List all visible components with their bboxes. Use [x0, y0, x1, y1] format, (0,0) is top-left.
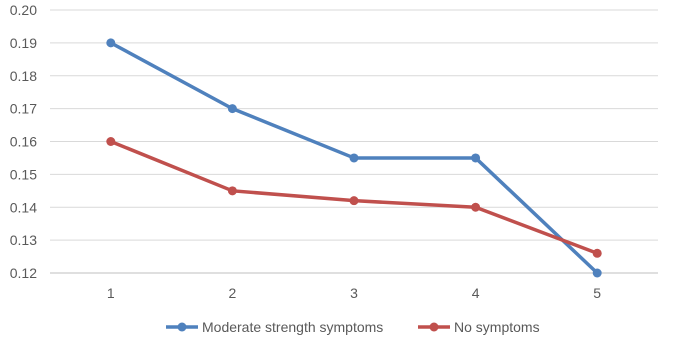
axes: 0.12 0.13 0.14 0.15 0.16 0.17 0.18 0.19 0.20 1 2 3 4…: [10, 2, 658, 301]
x-tick-label: 1: [107, 285, 115, 301]
legend: Moderate strength symptoms No symptoms: [166, 319, 540, 335]
data-point: [349, 153, 359, 163]
data-point: [106, 137, 116, 146]
series-0: [106, 38, 602, 278]
legend-entry: No symptoms: [418, 319, 540, 335]
data-point: [592, 268, 602, 278]
legend-label: No symptoms: [454, 319, 540, 335]
legend-entry: Moderate strength symptoms: [166, 319, 383, 335]
gridlines: [50, 9, 658, 274]
x-tick-label: 4: [472, 285, 480, 301]
y-tick-label: 0.20: [10, 2, 37, 18]
y-tick-label: 0.14: [10, 199, 37, 215]
y-tick-label: 0.18: [10, 68, 37, 84]
series-1: [106, 137, 602, 258]
y-tick-label: 0.15: [10, 166, 37, 182]
data-point: [106, 38, 116, 48]
x-tick-label: 3: [350, 285, 358, 301]
data-point: [227, 104, 237, 114]
data-point: [471, 153, 481, 163]
legend-label: Moderate strength symptoms: [202, 319, 383, 335]
legend-marker: [429, 322, 439, 332]
data-point: [471, 202, 481, 212]
y-tick-label: 0.12: [10, 265, 37, 281]
y-tick-label: 0.17: [10, 101, 37, 117]
x-tick-label: 2: [229, 285, 237, 301]
y-tick-label: 0.16: [10, 134, 37, 150]
data-point: [227, 186, 237, 196]
data-point: [349, 196, 359, 206]
legend-marker: [177, 322, 187, 332]
series-lines: [106, 38, 602, 278]
y-tick-label: 0.19: [10, 35, 37, 51]
x-tick-label: 5: [593, 285, 601, 301]
y-tick-label: 0.13: [10, 232, 37, 248]
data-point: [592, 248, 602, 258]
